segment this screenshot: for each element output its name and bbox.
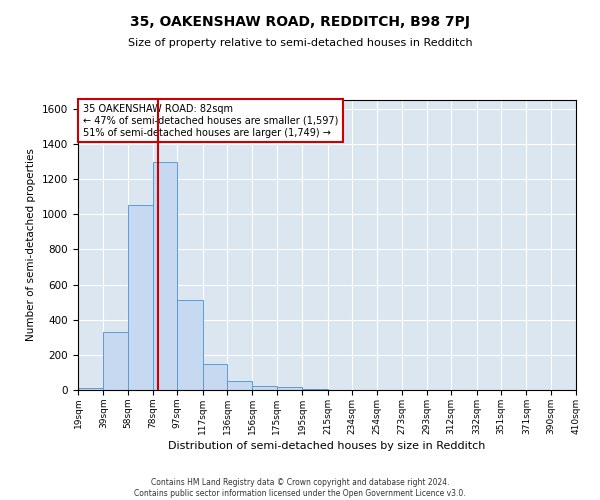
Bar	[302, 389, 328, 390]
Bar	[178, 300, 203, 390]
Bar	[277, 388, 302, 390]
Bar	[103, 332, 128, 390]
Bar	[253, 386, 277, 390]
Text: 35, OAKENSHAW ROAD, REDDITCH, B98 7PJ: 35, OAKENSHAW ROAD, REDDITCH, B98 7PJ	[130, 15, 470, 29]
Bar	[203, 364, 227, 390]
X-axis label: Distribution of semi-detached houses by size in Redditch: Distribution of semi-detached houses by …	[169, 441, 485, 451]
Bar	[153, 162, 178, 390]
Y-axis label: Number of semi-detached properties: Number of semi-detached properties	[26, 148, 37, 342]
Text: Size of property relative to semi-detached houses in Redditch: Size of property relative to semi-detach…	[128, 38, 472, 48]
Text: 35 OAKENSHAW ROAD: 82sqm
← 47% of semi-detached houses are smaller (1,597)
51% o: 35 OAKENSHAW ROAD: 82sqm ← 47% of semi-d…	[83, 104, 338, 138]
Bar	[128, 206, 153, 390]
Text: Contains HM Land Registry data © Crown copyright and database right 2024.
Contai: Contains HM Land Registry data © Crown c…	[134, 478, 466, 498]
Bar	[227, 381, 253, 390]
Bar	[78, 388, 103, 390]
